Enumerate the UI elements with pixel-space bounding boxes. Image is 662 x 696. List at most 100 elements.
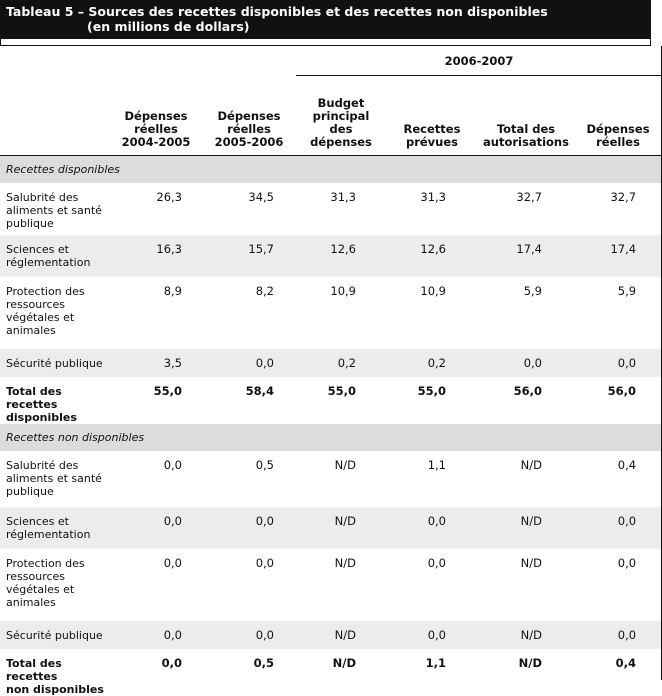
row-label-line: aliments et santé (6, 204, 110, 217)
row-label-line: Total des recettes (6, 385, 110, 411)
row-label-line: végétales et (6, 583, 110, 596)
value-cell: 0,0 (574, 349, 662, 377)
value-cell: 8,2 (202, 277, 296, 349)
value-cell: 1,1 (386, 451, 478, 507)
value-cell: N/D (296, 451, 386, 507)
column-header-line: prévues (386, 136, 478, 149)
value-cell: 31,3 (296, 183, 386, 235)
value-cell: 0,0 (574, 549, 662, 621)
row-label-line: aliments et santé (6, 472, 110, 485)
value-cell: 0,5 (202, 649, 296, 696)
row-label-line: animales (6, 324, 110, 337)
value-cell: 0,0 (110, 507, 202, 549)
period-header: 2006-2007 (296, 46, 662, 76)
row-label: Sécurité publique (0, 349, 110, 377)
value-cell: 17,4 (574, 235, 662, 277)
value-cell: 0,2 (386, 349, 478, 377)
value-cell: N/D (478, 621, 574, 649)
value-cell: 0,0 (386, 621, 478, 649)
value-cell: 0,0 (110, 549, 202, 621)
value-cell: 0,0 (478, 349, 574, 377)
value-cell: 0,0 (202, 549, 296, 621)
value-cell: 55,0 (110, 377, 202, 424)
value-cell: N/D (478, 451, 574, 507)
value-cell: 0,0 (110, 621, 202, 649)
row-label-line: Salubrité des (6, 191, 110, 204)
value-cell: N/D (296, 507, 386, 549)
row-label-line: Sciences et (6, 243, 110, 256)
table-title-line-2: (en millions de dollars) (6, 19, 645, 34)
value-cell: N/D (296, 549, 386, 621)
period-header-row: 2006-2007 (0, 46, 662, 76)
row-label-line: réglementation (6, 256, 110, 269)
value-cell: 10,9 (386, 277, 478, 349)
value-cell: 0,2 (296, 349, 386, 377)
value-cell: 5,9 (478, 277, 574, 349)
value-cell: 32,7 (478, 183, 574, 235)
section-row: Recettes disponibles (0, 156, 662, 184)
value-cell: N/D (478, 649, 574, 696)
value-cell: 0,0 (202, 621, 296, 649)
value-cell: 55,0 (386, 377, 478, 424)
row-label-line: Protection des (6, 285, 110, 298)
section-label: Recettes disponibles (0, 156, 662, 184)
value-cell: 0,4 (574, 451, 662, 507)
value-cell: 0,0 (202, 349, 296, 377)
row-label-line: Sciences et (6, 515, 110, 528)
row-label-line: réglementation (6, 528, 110, 541)
row-label: Sécurité publique (0, 621, 110, 649)
row-label-line: Total des recettes (6, 657, 110, 683)
value-cell: 26,3 (110, 183, 202, 235)
value-cell: 15,7 (202, 235, 296, 277)
title-underline (0, 39, 651, 46)
empty-header-cell (0, 46, 110, 76)
value-cell: N/D (478, 549, 574, 621)
table-title-line-1: Tableau 5 – Sources des recettes disponi… (6, 4, 645, 19)
value-cell: 3,5 (110, 349, 202, 377)
value-cell: 0,0 (574, 507, 662, 549)
value-cell: 0,0 (110, 649, 202, 696)
value-cell: 0,0 (386, 507, 478, 549)
row-label-line: publique (6, 485, 110, 498)
value-cell: 5,9 (574, 277, 662, 349)
column-header-line: 2004-2005 (110, 136, 202, 149)
value-cell: 12,6 (296, 235, 386, 277)
value-cell: 34,5 (202, 183, 296, 235)
row-label-line: Salubrité des (6, 459, 110, 472)
row-label-line: Protection des (6, 557, 110, 570)
row-label-line: non disponibles (6, 683, 110, 696)
value-cell: 32,7 (574, 183, 662, 235)
value-cell: 31,3 (386, 183, 478, 235)
column-header-line: dépenses (296, 136, 386, 149)
value-cell: 0,0 (110, 451, 202, 507)
row-label-line: Sécurité publique (6, 629, 110, 642)
row-label-line: ressources (6, 570, 110, 583)
row-label-line: publique (6, 217, 110, 230)
value-cell: 58,4 (202, 377, 296, 424)
value-cell: 0,0 (202, 507, 296, 549)
empty-header-cell (202, 46, 296, 76)
value-cell: 0,4 (574, 649, 662, 696)
